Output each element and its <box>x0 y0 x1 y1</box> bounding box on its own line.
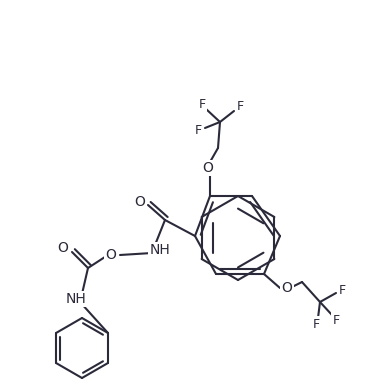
Text: F: F <box>312 317 320 330</box>
Text: O: O <box>105 248 116 262</box>
Text: F: F <box>338 283 346 296</box>
Text: NH: NH <box>66 292 87 306</box>
Text: O: O <box>281 281 292 295</box>
Text: F: F <box>237 100 243 113</box>
Text: F: F <box>333 314 339 326</box>
Text: F: F <box>199 97 205 111</box>
Text: O: O <box>58 241 69 255</box>
Text: O: O <box>203 161 214 175</box>
Text: O: O <box>135 195 145 209</box>
Text: F: F <box>195 124 201 136</box>
Text: NH: NH <box>150 243 170 257</box>
